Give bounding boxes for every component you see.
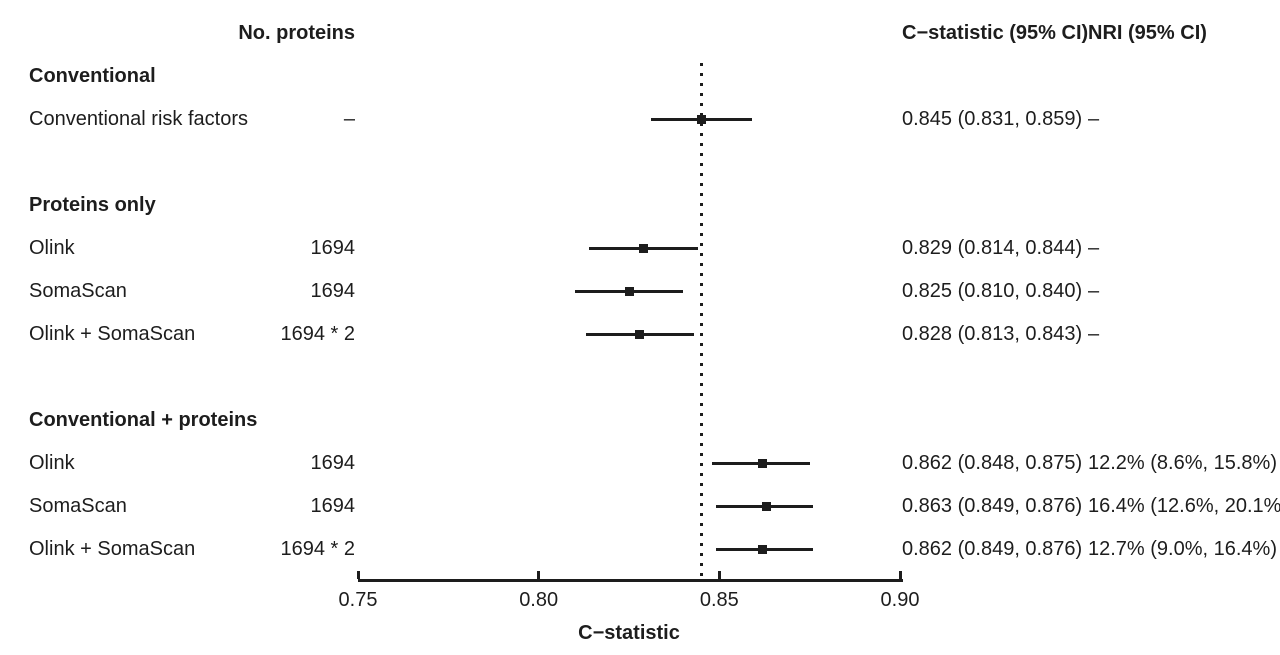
row-n-proteins: 1694 [310, 280, 356, 302]
column-header-no-proteins: No. proteins [238, 22, 355, 44]
row-nri-value: 16.4% (12.6%, 20.1%) [1088, 495, 1280, 517]
row-label: Olink + SomaScan [29, 323, 196, 345]
row-n-proteins: 1694 * 2 [280, 538, 355, 560]
row-label: Olink [29, 452, 75, 474]
point-estimate-marker [624, 286, 634, 296]
point-estimate-marker [761, 501, 771, 511]
row-nri-value: 12.7% (9.0%, 16.4%) [1088, 538, 1277, 560]
point-estimate-marker [758, 544, 768, 554]
point-estimate-marker [696, 114, 706, 124]
row-nri-value: – [1088, 237, 1100, 259]
x-axis-tick [356, 571, 360, 579]
x-axis-tick-label: 0.80 [519, 589, 559, 611]
row-nri-value: 12.2% (8.6%, 15.8%) [1088, 452, 1277, 474]
row-nri-value: – [1088, 108, 1100, 130]
row-cstat-value: 0.862 (0.848, 0.875) [902, 452, 1083, 474]
row-cstat-value: 0.863 (0.849, 0.876) [902, 495, 1083, 517]
column-header-cstat: C−statistic (95% CI) [902, 22, 1089, 44]
row-label: Olink + SomaScan [29, 538, 196, 560]
row-label: SomaScan [29, 495, 127, 517]
point-estimate-marker [758, 458, 768, 468]
row-n-proteins: – [343, 108, 355, 130]
x-axis-tick-label: 0.75 [338, 589, 378, 611]
x-axis-tick [537, 571, 541, 579]
section-title: Proteins only [29, 194, 156, 216]
column-header-nri: NRI (95% CI) [1088, 22, 1207, 44]
row-cstat-value: 0.825 (0.810, 0.840) [902, 280, 1083, 302]
row-n-proteins: 1694 [310, 495, 356, 517]
row-n-proteins: 1694 [310, 452, 356, 474]
reference-line [699, 63, 703, 582]
row-nri-value: – [1088, 323, 1100, 345]
section-title: Conventional + proteins [29, 409, 258, 431]
row-nri-value: – [1088, 280, 1100, 302]
x-axis-tick-label: 0.85 [699, 589, 739, 611]
row-cstat-value: 0.862 (0.849, 0.876) [902, 538, 1083, 560]
row-cstat-value: 0.829 (0.814, 0.844) [902, 237, 1083, 259]
row-label: Olink [29, 237, 75, 259]
x-axis-title: C−statistic [578, 622, 680, 644]
row-label: Conventional risk factors [29, 108, 248, 130]
point-estimate-marker [638, 243, 648, 253]
row-n-proteins: 1694 * 2 [280, 323, 355, 345]
x-axis-tick [898, 571, 902, 579]
x-axis-tick [717, 571, 721, 579]
row-label: SomaScan [29, 280, 127, 302]
row-n-proteins: 1694 [310, 237, 356, 259]
row-cstat-value: 0.845 (0.831, 0.859) [902, 108, 1083, 130]
x-axis-line [358, 579, 903, 582]
row-cstat-value: 0.828 (0.813, 0.843) [902, 323, 1083, 345]
section-title: Conventional [29, 65, 156, 87]
point-estimate-marker [635, 329, 645, 339]
x-axis-tick-label: 0.90 [880, 589, 920, 611]
